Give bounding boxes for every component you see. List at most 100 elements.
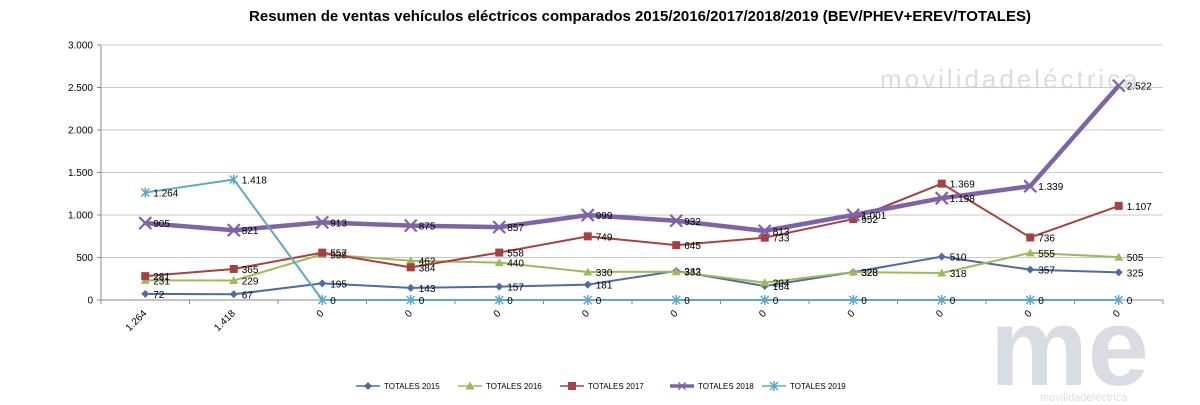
data-point <box>846 208 861 222</box>
data-label: 557 <box>330 249 347 260</box>
x-tick-label: 0 <box>846 308 858 320</box>
series-totales-2019: 1.264 1.418 0 0 0 0 0 0 0 0 0 0 <box>140 174 1133 307</box>
data-point <box>583 267 593 276</box>
data-point <box>672 241 681 250</box>
data-label: 1.107 <box>1127 202 1152 213</box>
data-label: 555 <box>1038 249 1055 260</box>
y-tick-label: 1.500 <box>68 168 93 179</box>
data-point <box>848 267 858 276</box>
data-label: 1.001 <box>861 211 886 222</box>
data-label: 733 <box>773 234 790 245</box>
data-point <box>229 276 239 285</box>
x-tick-label: 0 <box>757 308 769 320</box>
data-point <box>583 295 593 305</box>
data-label: 952 <box>861 215 878 226</box>
series-layer: 72 67 195 143 157 181 342 164 328 510 357 325 231 229… <box>138 78 1152 307</box>
data-label: 1.198 <box>950 194 975 205</box>
data-label: 857 <box>507 223 524 234</box>
data-point <box>937 179 946 188</box>
data-point <box>760 295 770 305</box>
y-tick-label: 1.000 <box>68 211 93 222</box>
legend-swatch-marker <box>677 381 687 391</box>
legend-label: TOTALES 2018 <box>698 382 754 391</box>
series-line <box>145 178 1119 301</box>
series-line <box>145 84 1121 234</box>
legend-swatch-marker <box>364 382 372 390</box>
legend-item: TOTALES 2015 <box>356 382 440 391</box>
data-label: 67 <box>242 290 254 301</box>
watermark: movilidadeléctrica me movilidadeléctrica <box>880 64 1149 405</box>
data-point <box>937 295 947 305</box>
data-label: 357 <box>1038 266 1055 277</box>
data-point <box>315 215 330 230</box>
data-point <box>1114 295 1124 305</box>
data-label: 932 <box>684 217 701 228</box>
data-point <box>229 290 238 299</box>
series-totales-2015: 72 67 195 143 157 181 342 164 328 510 357 325 <box>141 252 1144 301</box>
data-label: 330 <box>596 268 613 279</box>
data-label: 0 <box>330 296 336 307</box>
data-point <box>934 191 949 205</box>
data-label: 231 <box>153 276 170 287</box>
data-label: 0 <box>950 296 956 307</box>
y-axis: 0 500 1.000 1.500 2.000 2.500 3.000 <box>68 41 102 307</box>
x-tick-label: 1.264 <box>124 308 150 334</box>
data-label: 999 <box>596 211 613 222</box>
data-point <box>140 187 150 198</box>
legend-label: TOTALES 2015 <box>384 382 440 391</box>
data-label: 558 <box>507 249 524 260</box>
legend: TOTALES 2015 TOTALES 2016 TOTALES 2017 TOTA… <box>356 381 846 391</box>
data-point <box>760 278 770 287</box>
y-tick-label: 2.500 <box>68 83 93 94</box>
data-label: 0 <box>1038 296 1044 307</box>
watermark-bottom-text: movilidadeléctrica <box>1040 392 1128 404</box>
legend-swatch-marker <box>568 382 576 390</box>
data-point <box>757 224 772 238</box>
series-totales-2017: 281 365 557 384 558 749 645 733 952 1.369 736 1.107 <box>141 179 1152 283</box>
y-tick-label: 3.000 <box>68 41 93 52</box>
data-point <box>580 208 595 222</box>
data-label: 181 <box>596 281 613 292</box>
data-label: 749 <box>596 232 613 243</box>
y-tick-label: 500 <box>76 253 93 264</box>
data-label: 0 <box>1127 296 1133 307</box>
data-label: 384 <box>419 263 436 274</box>
data-label: 505 <box>1127 253 1144 264</box>
data-label: 195 <box>330 279 347 290</box>
data-point <box>848 295 858 305</box>
data-label: 1.339 <box>1038 182 1063 193</box>
data-label: 813 <box>773 227 790 238</box>
chart-title: Resumen de ventas vehículos eléctricos c… <box>249 8 1031 25</box>
watermark-logo: me <box>990 286 1149 405</box>
data-label: 229 <box>242 277 259 288</box>
data-label: 333 <box>684 268 701 279</box>
data-point <box>226 223 241 237</box>
data-point <box>406 295 416 305</box>
data-label: 905 <box>153 219 170 230</box>
data-point <box>495 282 504 291</box>
data-label: 440 <box>507 259 524 270</box>
legend-item: TOTALES 2019 <box>762 381 846 391</box>
data-label: 0 <box>773 296 779 307</box>
data-point <box>1026 265 1035 274</box>
legend-label: TOTALES 2019 <box>790 382 846 391</box>
data-point <box>495 248 504 257</box>
data-label: 0 <box>507 296 513 307</box>
data-point <box>1025 295 1035 305</box>
data-point <box>494 258 504 267</box>
x-tick-label: 0 <box>934 308 946 320</box>
data-label: 0 <box>596 296 602 307</box>
data-point <box>229 174 239 185</box>
series-line <box>145 255 1119 296</box>
data-point <box>141 289 150 298</box>
data-point <box>669 214 684 228</box>
data-point <box>1026 233 1035 242</box>
x-tick-label: 1.418 <box>212 308 238 334</box>
data-label: 72 <box>153 290 165 301</box>
data-point <box>229 264 238 273</box>
data-label: 281 <box>153 272 170 283</box>
data-label: 318 <box>950 269 967 280</box>
data-label: 157 <box>507 283 524 294</box>
